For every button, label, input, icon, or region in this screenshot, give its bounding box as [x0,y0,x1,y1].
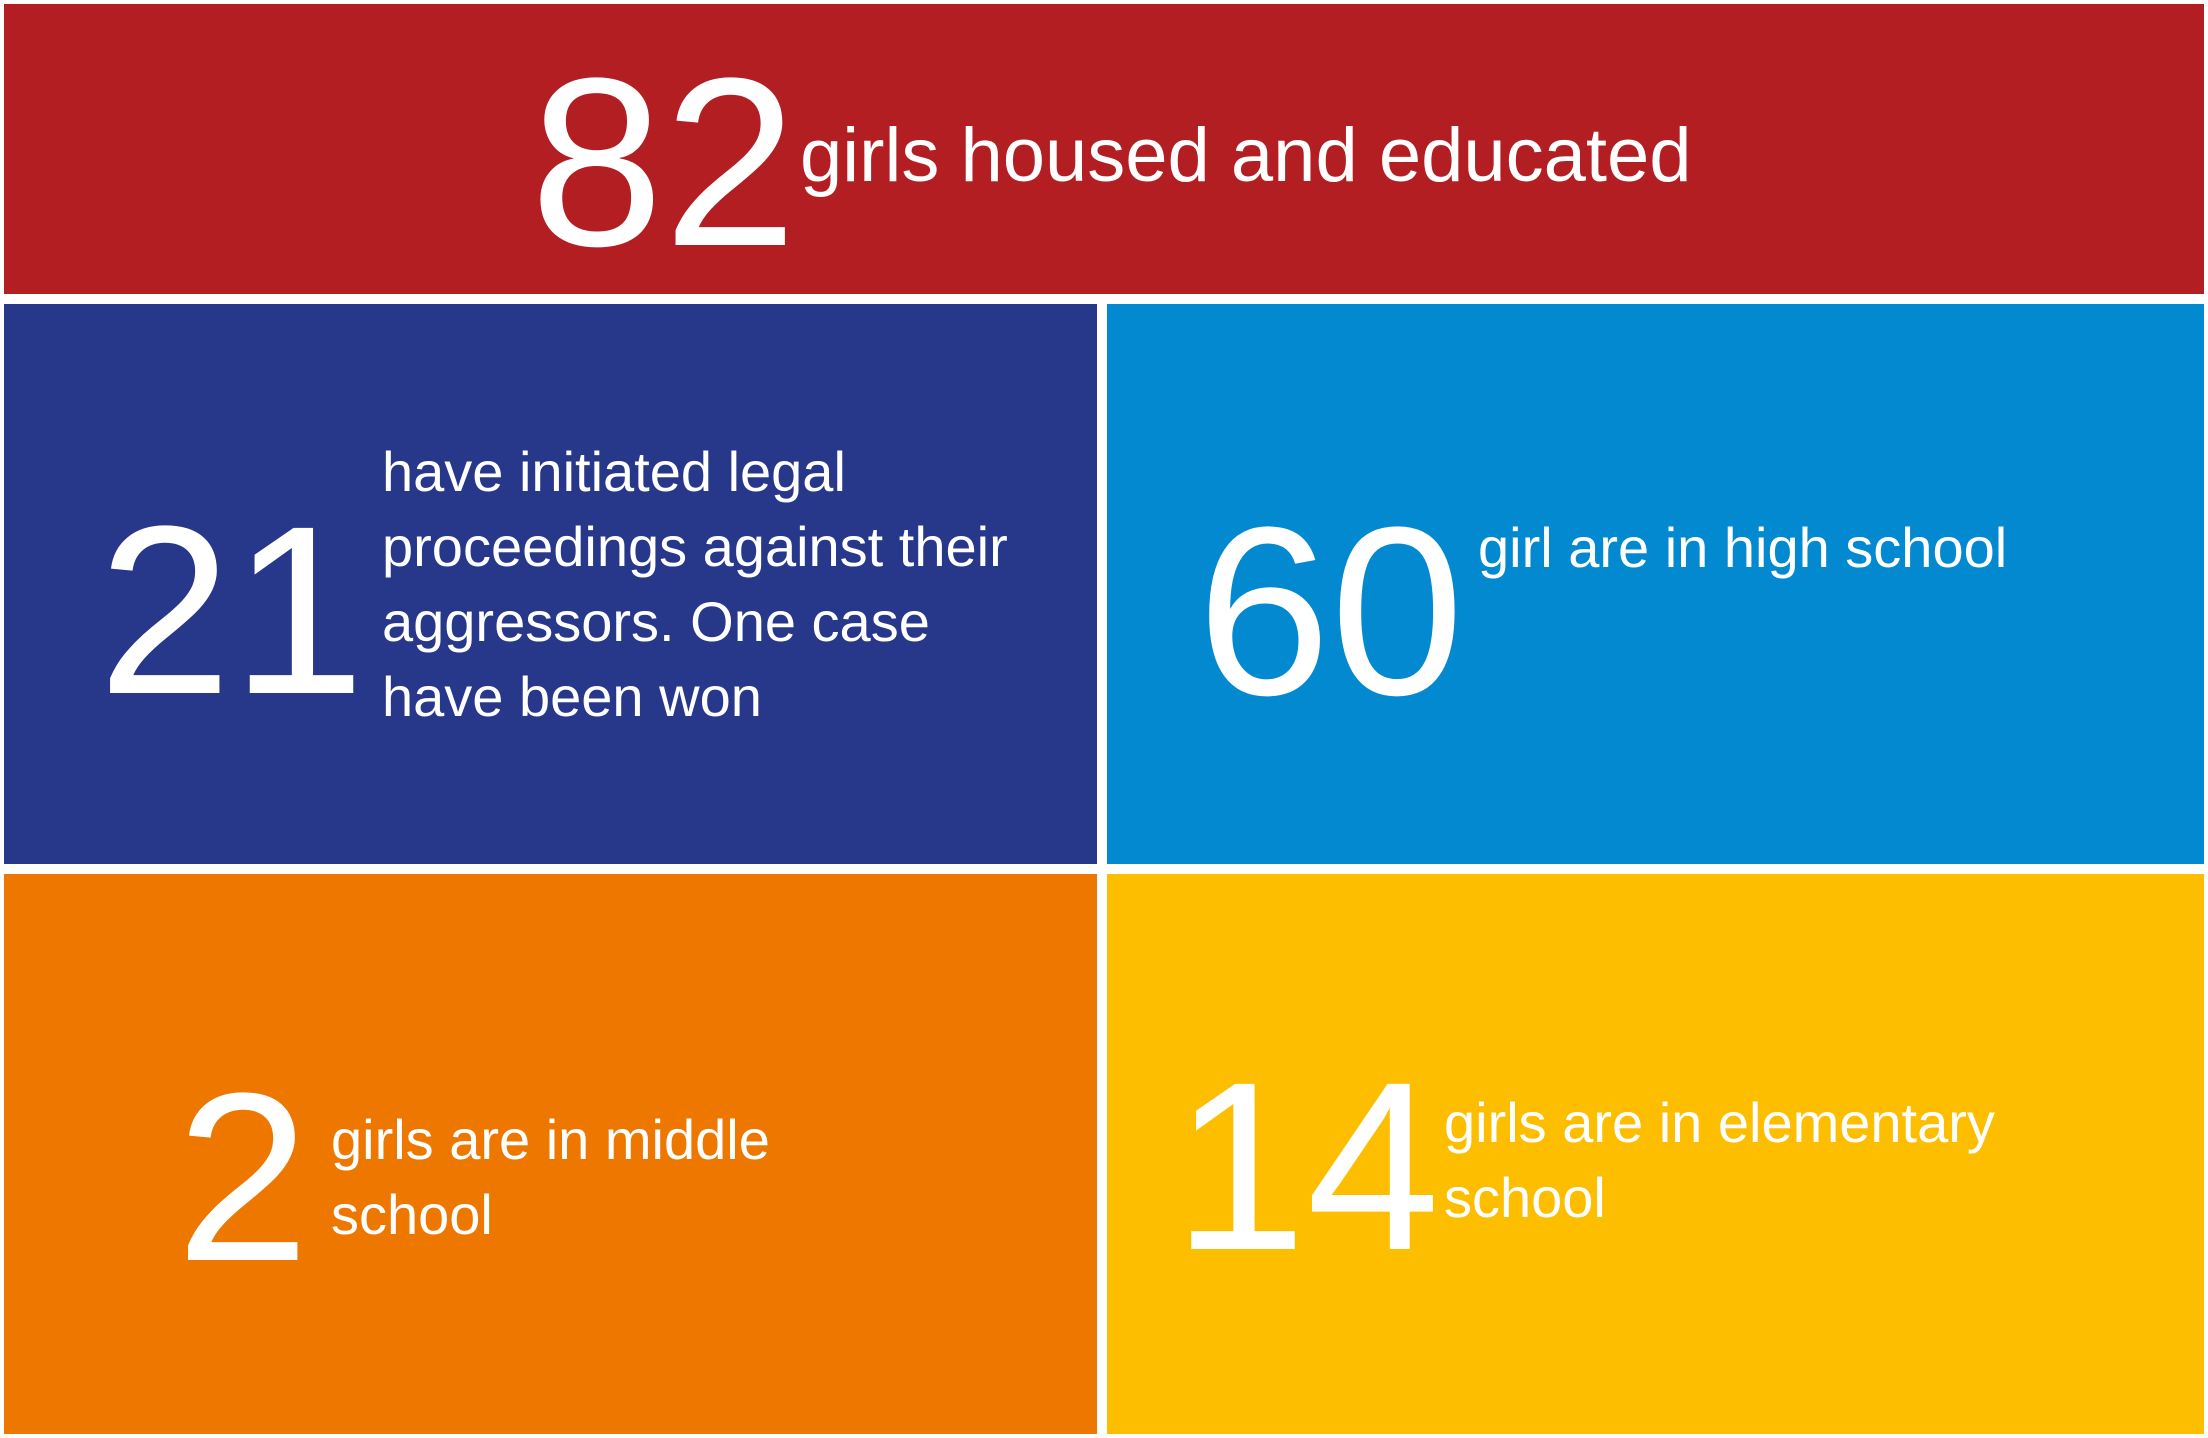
stat-tile-high-school: 60 girl are in high school [1107,304,2204,864]
stat-label-elementary-school: girls are in elementary school [1444,1091,1995,1229]
stat-label-middle-school: girls are in middle school [331,1108,770,1246]
stat-number-legal: 21 [98,476,365,744]
stat-number-housed: 82 [530,28,797,294]
stat-number-elementary-school: 14 [1173,1032,1440,1300]
stat-label-housed: girls housed and educated [800,113,1692,198]
stat-tile-legal: 21 have initiated legal proceedings agai… [4,304,1097,864]
stat-tile-housed: 82 girls housed and educated [4,4,2204,294]
stat-number-middle-school: 2 [176,1043,310,1311]
stat-number-high-school: 60 [1197,477,1464,745]
stat-tile-elementary-school: 14 girls are in elementary school [1107,874,2204,1434]
stat-label-high-school: girl are in high school [1478,516,2008,579]
stat-label-legal: have initiated legal proceedings against… [382,440,1008,728]
stat-tile-middle-school: 2 girls are in middle school [4,874,1097,1434]
